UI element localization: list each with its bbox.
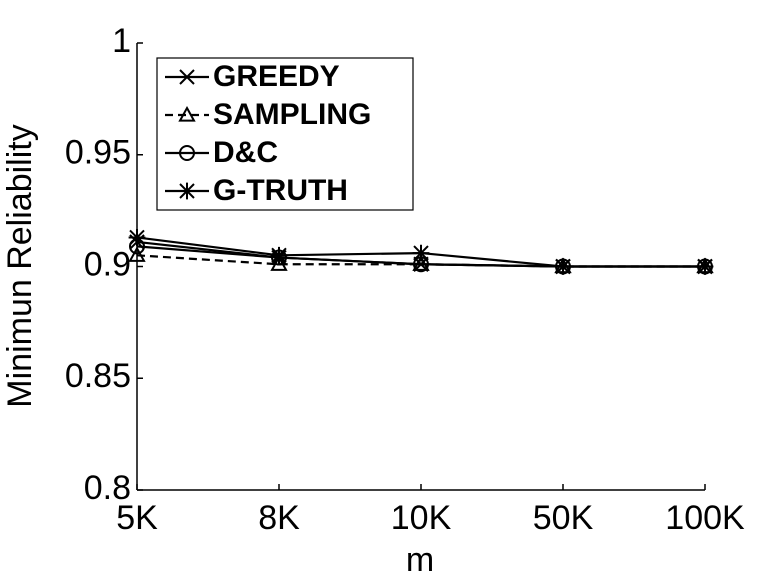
y-tick-label: 0.8 bbox=[84, 469, 131, 507]
legend-label: D&C bbox=[213, 136, 278, 169]
x-axis-label: m bbox=[406, 541, 434, 579]
marker bbox=[696, 258, 714, 275]
marker bbox=[179, 145, 195, 161]
y-tick-label: 1 bbox=[112, 22, 131, 60]
y-axis-label: Minimun Reliability bbox=[1, 124, 39, 407]
x-tick-label: 8K bbox=[258, 499, 300, 537]
legend-label: G-TRUTH bbox=[213, 174, 348, 207]
y-tick-label: 0.9 bbox=[84, 245, 131, 283]
x-tick-label: 5K bbox=[116, 499, 158, 537]
y-tick-label: 0.85 bbox=[65, 357, 131, 395]
marker bbox=[554, 258, 572, 275]
marker bbox=[270, 246, 288, 264]
x-tick-label: 10K bbox=[391, 499, 452, 537]
legend-label: SAMPLING bbox=[213, 98, 371, 131]
marker bbox=[412, 244, 430, 262]
x-tick-label: 100K bbox=[665, 499, 745, 537]
y-tick-label: 0.95 bbox=[65, 134, 131, 172]
x-tick-label: 50K bbox=[533, 499, 594, 537]
marker bbox=[178, 182, 196, 200]
marker bbox=[128, 229, 146, 246]
marker bbox=[179, 69, 195, 85]
marker bbox=[128, 246, 146, 262]
legend-box bbox=[156, 57, 414, 211]
marker bbox=[178, 105, 196, 122]
legend-label: GREEDY bbox=[213, 60, 340, 93]
